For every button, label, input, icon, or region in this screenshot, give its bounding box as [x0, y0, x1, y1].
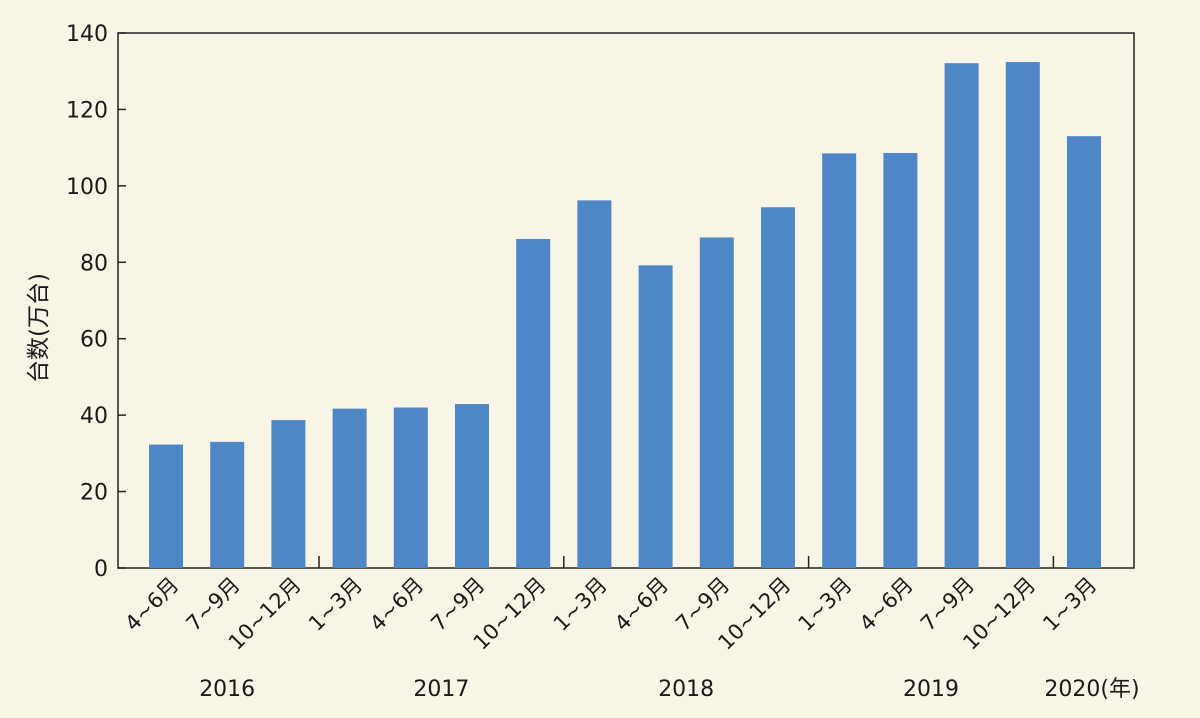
- x-tick-label: 4~6月: [120, 573, 183, 636]
- bar: [944, 63, 979, 569]
- x-tick-label: 4~6月: [610, 573, 673, 636]
- bar: [883, 152, 918, 568]
- bar: [210, 441, 245, 568]
- bar: [761, 207, 795, 568]
- year-group-label: 2020(年): [1044, 677, 1139, 702]
- bar: [332, 408, 367, 568]
- year-group-label: 2018: [658, 677, 714, 702]
- bar: [516, 238, 551, 568]
- y-tick-label: 60: [80, 328, 108, 353]
- bar: [1005, 62, 1040, 569]
- bar: [393, 407, 428, 568]
- bar: [638, 265, 673, 568]
- y-tick-label: 80: [80, 251, 108, 276]
- bar: [822, 153, 857, 568]
- year-group-label: 2017: [413, 677, 469, 702]
- bar: [1067, 136, 1101, 568]
- y-tick-label: 120: [66, 98, 108, 123]
- x-tick-label: 1~3月: [549, 573, 612, 636]
- bar: [455, 404, 489, 568]
- bar: [271, 420, 306, 568]
- y-tick-label: 40: [80, 404, 108, 429]
- bar: [577, 200, 612, 568]
- year-group-label: 2019: [903, 677, 959, 702]
- x-tick-label: 1~3月: [304, 573, 367, 636]
- bar: [699, 237, 734, 569]
- x-tick-label: 1~3月: [1038, 573, 1101, 636]
- y-tick-label: 0: [94, 557, 108, 582]
- y-tick-label: 20: [80, 481, 108, 506]
- y-axis-label: 台数(万台): [26, 273, 52, 383]
- x-tick-label: 4~6月: [855, 573, 918, 636]
- year-group-label: 2016: [199, 677, 255, 702]
- y-tick-label: 100: [66, 175, 108, 200]
- bar: [149, 444, 183, 568]
- x-tick-label: 1~3月: [794, 573, 857, 636]
- x-tick-label: 4~6月: [365, 573, 428, 636]
- plot-frame: [117, 32, 1135, 569]
- y-tick-label: 140: [66, 22, 108, 47]
